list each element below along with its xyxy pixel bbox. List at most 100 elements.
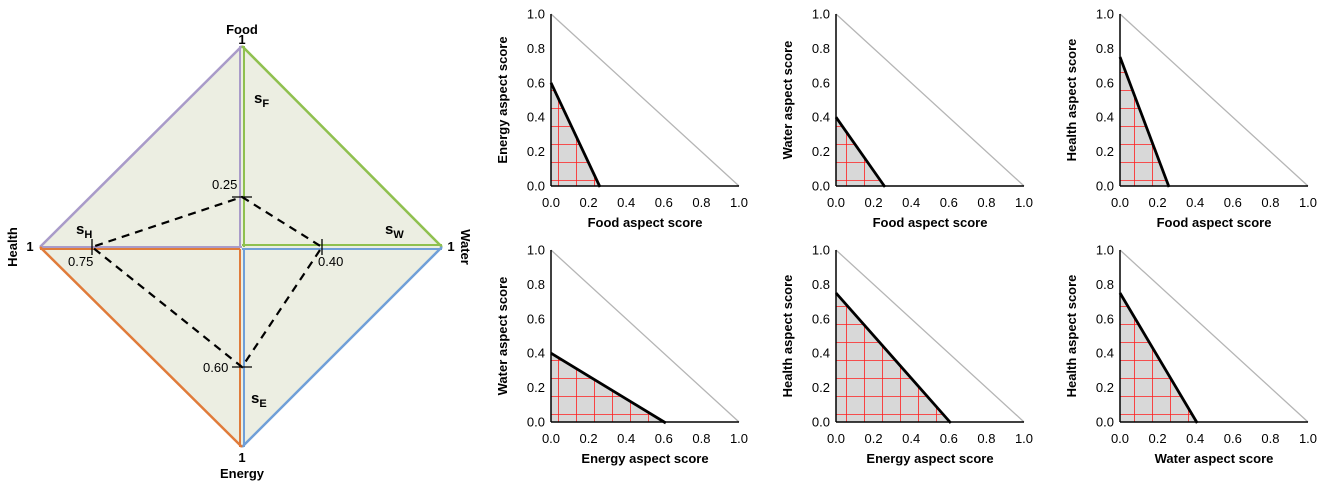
y-axis-label: Energy aspect score xyxy=(495,36,510,163)
x-tick-label: 1.0 xyxy=(1015,195,1033,210)
pairwise-score-charts: 0.00.00.20.20.40.40.60.60.80.81.01.0Food… xyxy=(495,7,1317,467)
y-tick-label: 0.4 xyxy=(812,110,830,125)
x-tick-label: 0.8 xyxy=(977,195,995,210)
chart-1: 0.00.0 0.2 0.2 0.4 0.4 0.6 0.6 0.8 0.8 1.0 1.0 Food… xyxy=(495,7,748,231)
y-axis-label: Water aspect score xyxy=(495,277,510,396)
y-tick-label: 0.0 xyxy=(1096,415,1114,430)
constraint-line xyxy=(834,292,952,424)
y-tick-label: 0.0 xyxy=(527,415,545,430)
y-tick-label: 0.0 xyxy=(812,415,830,430)
unity-line xyxy=(835,13,1025,187)
x-tick-label: 0.6 xyxy=(655,195,673,210)
y-axis-label: Water aspect score xyxy=(780,41,795,160)
x-tick-label: 0.0 xyxy=(542,431,560,446)
energy-corner-label: Energy xyxy=(220,466,265,481)
health-corner-label: Health xyxy=(5,227,20,267)
food-score-value: 0.25 xyxy=(212,177,237,192)
food-corner-label: Food xyxy=(226,22,258,37)
y-axis-label: Health aspect score xyxy=(780,275,795,398)
x-tick-label: 1.0 xyxy=(730,195,748,210)
y-tick-label: 1.0 xyxy=(527,243,545,258)
y-tick-label: 0.2 xyxy=(812,144,830,159)
chart-6: 0.00.0 0.2 0.2 0.4 0.4 0.6 0.6 0.8 0.8 1.0 1.0 Wate… xyxy=(1064,243,1317,467)
x-axis-label: Food aspect score xyxy=(873,215,988,230)
chart-5: 0.00.0 0.2 0.2 0.4 0.4 0.6 0.6 0.8 0.8 1.0 1.0 Ener… xyxy=(780,243,1033,467)
x-axis-label: Water aspect score xyxy=(1155,451,1274,466)
x-tick-label: 0.4 xyxy=(617,195,635,210)
y-tick-label: 0.2 xyxy=(527,144,545,159)
x-tick-label: 0.6 xyxy=(655,431,673,446)
x-tick-label: 0.4 xyxy=(1186,195,1204,210)
y-tick-label: 0.8 xyxy=(812,41,830,56)
energy-sub-score-label: sE xyxy=(251,390,267,410)
y-tick-label: 0.2 xyxy=(1096,144,1114,159)
x-tick-label: 0.2 xyxy=(1149,195,1167,210)
health-food-edge xyxy=(39,45,243,248)
y-tick-label: 0.6 xyxy=(812,75,830,90)
constraint-line xyxy=(1118,56,1171,188)
energy-score-value: 0.60 xyxy=(203,360,228,375)
y-tick-label: 0.6 xyxy=(1096,75,1114,90)
y-axis-label: Health aspect score xyxy=(1064,275,1079,398)
x-tick-label: 0.0 xyxy=(827,195,845,210)
energy-corner-value: 1 xyxy=(238,450,245,465)
unity-line xyxy=(550,13,740,187)
y-tick-label: 0.4 xyxy=(527,110,545,125)
x-tick-label: 0.4 xyxy=(1186,431,1204,446)
x-tick-label: 0.0 xyxy=(1111,195,1129,210)
y-tick-label: 0.8 xyxy=(1096,277,1114,292)
unity-line xyxy=(1119,13,1309,187)
chart-4: 0.00.0 0.2 0.2 0.4 0.4 0.6 0.6 0.8 0.8 1.0 1.0 Ener… xyxy=(495,243,748,467)
y-tick-label: 0.6 xyxy=(1096,311,1114,326)
x-tick-label: 0.2 xyxy=(580,431,598,446)
water-energy-edge xyxy=(241,246,443,448)
x-tick-label: 0.4 xyxy=(902,195,920,210)
y-tick-label: 0.4 xyxy=(1096,110,1114,125)
x-tick-label: 0.8 xyxy=(977,431,995,446)
x-tick-label: 0.6 xyxy=(940,195,958,210)
y-tick-label: 0.8 xyxy=(527,41,545,56)
y-tick-label: 0.0 xyxy=(1096,179,1114,194)
y-tick-label: 0.8 xyxy=(1096,41,1114,56)
y-tick-label: 0.4 xyxy=(527,346,545,361)
x-tick-label: 0.8 xyxy=(692,195,710,210)
food-water-edge xyxy=(241,45,443,248)
y-tick-label: 0.2 xyxy=(812,380,830,395)
constraint-line xyxy=(1118,292,1199,424)
x-tick-label: 0.0 xyxy=(542,195,560,210)
x-tick-label: 1.0 xyxy=(1299,195,1317,210)
x-tick-label: 0.0 xyxy=(1111,431,1129,446)
y-tick-label: 1.0 xyxy=(1096,7,1114,22)
x-axis-label: Food aspect score xyxy=(588,215,703,230)
x-axis-label: Energy aspect score xyxy=(866,451,993,466)
y-tick-label: 0.4 xyxy=(812,346,830,361)
unity-line xyxy=(550,249,740,423)
x-axis-label: Food aspect score xyxy=(1157,215,1272,230)
x-tick-label: 0.2 xyxy=(1149,431,1167,446)
food-sub-score-label: sF xyxy=(254,90,269,110)
food-corner-value: 1 xyxy=(238,32,245,47)
x-tick-label: 1.0 xyxy=(1015,431,1033,446)
y-tick-label: 0.6 xyxy=(527,311,545,326)
unity-line xyxy=(1119,249,1309,423)
chart-3: 0.00.0 0.2 0.2 0.4 0.4 0.6 0.6 0.8 0.8 1.0 1.0 Food… xyxy=(1064,7,1317,231)
y-tick-label: 0.2 xyxy=(1096,380,1114,395)
constraint-line xyxy=(549,82,602,188)
y-tick-label: 1.0 xyxy=(527,7,545,22)
x-tick-label: 0.8 xyxy=(1261,195,1279,210)
y-tick-label: 1.0 xyxy=(1096,243,1114,258)
y-tick-label: 0.0 xyxy=(812,179,830,194)
y-tick-label: 0.6 xyxy=(812,311,830,326)
health-sub-score-label: sH xyxy=(76,221,92,241)
water-corner-label: Water xyxy=(458,229,473,265)
x-tick-label: 0.4 xyxy=(902,431,920,446)
y-tick-label: 0.6 xyxy=(527,75,545,90)
y-tick-label: 0.8 xyxy=(527,277,545,292)
x-tick-label: 0.2 xyxy=(580,195,598,210)
x-axis-label: Energy aspect score xyxy=(581,451,708,466)
y-tick-label: 1.0 xyxy=(812,243,830,258)
health-corner-value: 1 xyxy=(26,239,33,254)
x-tick-label: 0.8 xyxy=(692,431,710,446)
unity-line xyxy=(835,249,1025,423)
